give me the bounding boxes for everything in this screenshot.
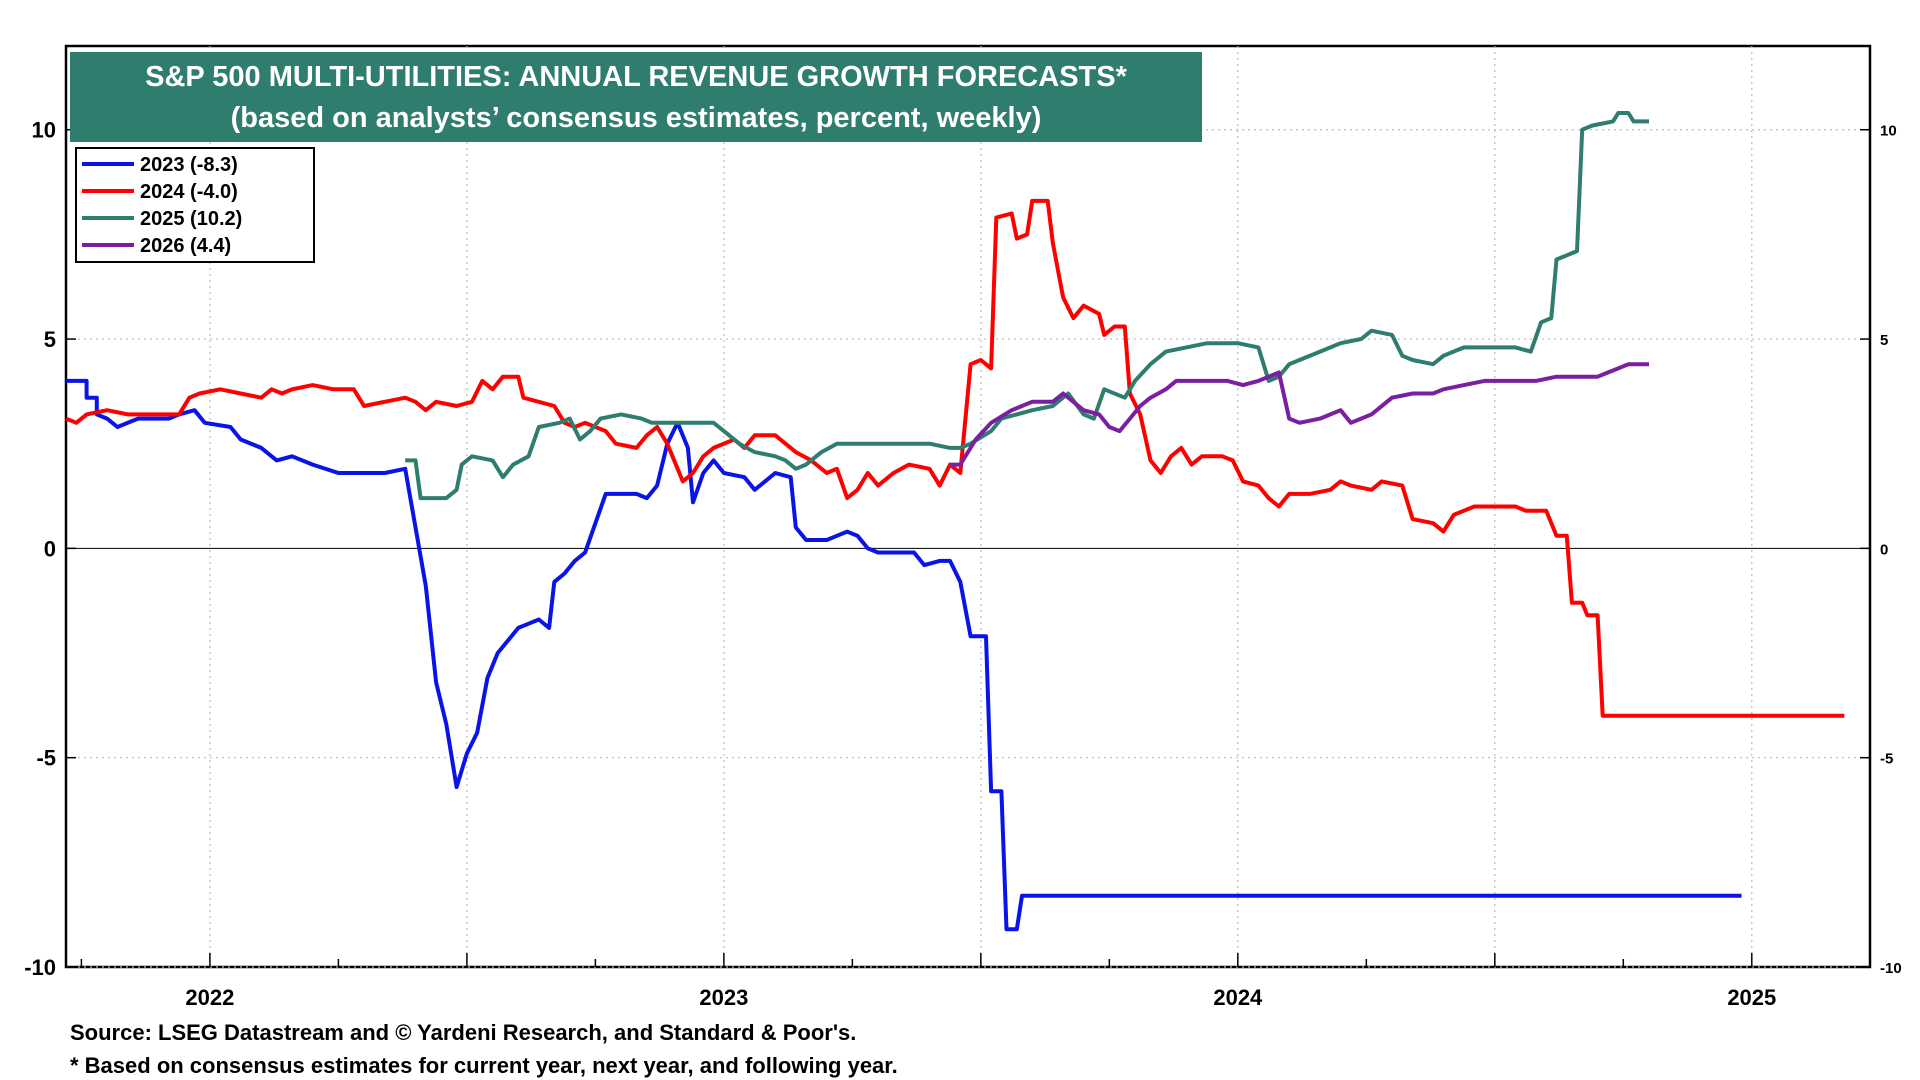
y-tick-label: -10 xyxy=(24,955,56,980)
title-box xyxy=(70,52,1202,142)
plot-area-border xyxy=(64,44,1872,969)
legend-label: 2023 (-8.3) xyxy=(140,154,238,176)
series-line-4 xyxy=(950,362,1649,467)
y-tick-label-right: -5 xyxy=(1880,751,1893,768)
y-tick-labels-right: -10 -5 0 5 10 xyxy=(1860,123,1902,977)
y-tick-label-right: -10 xyxy=(1880,960,1902,977)
x-tick-label: 2025 xyxy=(1727,985,1776,1010)
x-tick-labels: 2022 2023 2024 2025 xyxy=(185,985,1776,1010)
y-tick-labels-left: -10 -5 0 5 10 xyxy=(24,118,76,980)
line-chart: -10 -5 0 5 10 -10 -5 0 5 10 2022 2023 2024 2025 S&P… xyxy=(24,44,1902,1010)
series-line-1 xyxy=(66,378,1742,932)
x-tick-label: 2024 xyxy=(1213,985,1263,1010)
source-note: Source: LSEG Datastream and © Yardeni Re… xyxy=(70,1020,857,1045)
chart-subtitle: (based on analysts’ consensus estimates,… xyxy=(231,102,1042,134)
y-tick-label: 5 xyxy=(44,327,56,352)
y-tick-label-right: 0 xyxy=(1880,541,1888,558)
series-line-3 xyxy=(405,111,1649,501)
x-tick-label: 2022 xyxy=(185,985,234,1010)
y-tick-label: -5 xyxy=(36,746,56,771)
y-tick-label: 10 xyxy=(32,118,56,143)
y-tick-label-right: 10 xyxy=(1880,123,1897,140)
legend: 2023 (-8.3) 2024 (-4.0) 2025 (10.2) 2026 (4… xyxy=(75,147,315,263)
legend-label: 2025 (10.2) xyxy=(140,208,242,230)
chart-title: S&P 500 MULTI-UTILITIES: ANNUAL REVENUE … xyxy=(145,61,1127,93)
legend-label: 2026 (4.4) xyxy=(140,235,231,257)
y-tick-label-right: 5 xyxy=(1880,332,1888,349)
legend-label: 2024 (-4.0) xyxy=(140,181,238,203)
footnote: * Based on consensus estimates for curre… xyxy=(70,1053,898,1078)
series-group xyxy=(65,111,1845,932)
x-tick-label: 2023 xyxy=(699,985,748,1010)
y-tick-label: 0 xyxy=(44,536,56,561)
